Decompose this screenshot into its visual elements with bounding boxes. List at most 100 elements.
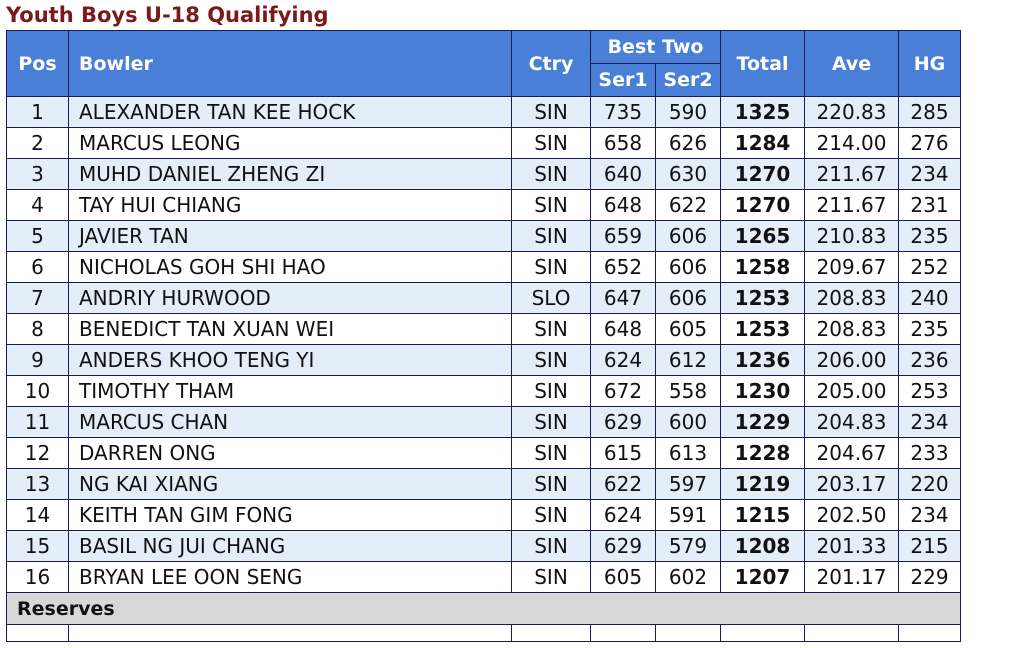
high-game-cell: 215	[898, 530, 962, 562]
table-row: 2 MARCUS LEONG SIN 658 626 1284 214.00 276	[6, 127, 962, 159]
table-row: 11 MARCUS CHAN SIN 629 600 1229 204.83 234	[6, 406, 962, 438]
ser1-cell: 735	[590, 96, 656, 128]
header-ctry: Ctry	[511, 30, 591, 97]
country-cell: SIN	[511, 313, 591, 345]
bowler-cell: MUHD DANIEL ZHENG ZI	[68, 158, 512, 190]
ser1-cell: 624	[590, 344, 656, 376]
bowler-cell: BASIL NG JUI CHANG	[68, 530, 512, 562]
total-cell: 1284	[720, 127, 806, 159]
ser1-cell: 622	[590, 468, 656, 500]
ser2-cell: 591	[654, 499, 722, 531]
header-pos: Pos	[6, 30, 69, 97]
average-cell: 211.67	[804, 158, 900, 190]
header-bowler: Bowler	[68, 30, 512, 97]
total-cell: 1230	[720, 375, 806, 407]
average-cell: 204.67	[804, 437, 900, 469]
pos-cell: 11	[6, 406, 69, 438]
high-game-cell: 276	[898, 127, 962, 159]
empty-cell	[720, 624, 806, 642]
country-cell: SIN	[511, 127, 591, 159]
ser1-cell: 640	[590, 158, 656, 190]
empty-cell	[511, 624, 591, 642]
average-cell: 205.00	[804, 375, 900, 407]
table-row: 7 ANDRIY HURWOOD SLO 647 606 1253 208.83 240	[6, 282, 962, 314]
high-game-cell: 236	[898, 344, 962, 376]
bowler-cell: ANDERS KHOO TENG YI	[68, 344, 512, 376]
bowler-cell: JAVIER TAN	[68, 220, 512, 252]
table-row: 13 NG KAI XIANG SIN 622 597 1219 203.17 220	[6, 468, 962, 500]
table-row: 9 ANDERS KHOO TENG YI SIN 624 612 1236 206.00 2…	[6, 344, 962, 376]
high-game-cell: 234	[898, 158, 962, 190]
high-game-cell: 252	[898, 251, 962, 283]
ser2-cell: 600	[654, 406, 722, 438]
average-cell: 203.17	[804, 468, 900, 500]
total-cell: 1236	[720, 344, 806, 376]
total-cell: 1229	[720, 406, 806, 438]
high-game-cell: 285	[898, 96, 962, 128]
average-cell: 202.50	[804, 499, 900, 531]
bowler-cell: MARCUS CHAN	[68, 406, 512, 438]
header-ave: Ave	[804, 30, 900, 97]
average-cell: 201.33	[804, 530, 900, 562]
total-cell: 1258	[720, 251, 806, 283]
table-row: 16 BRYAN LEE OON SENG SIN 605 602 1207 201.17 2…	[6, 561, 962, 593]
average-cell: 201.17	[804, 561, 900, 593]
average-cell: 209.67	[804, 251, 900, 283]
high-game-cell: 234	[898, 499, 962, 531]
header-ser1: Ser1	[590, 63, 656, 97]
pos-cell: 16	[6, 561, 69, 593]
pos-cell: 8	[6, 313, 69, 345]
high-game-cell: 220	[898, 468, 962, 500]
ser1-cell: 647	[590, 282, 656, 314]
average-cell: 211.67	[804, 189, 900, 221]
country-cell: SIN	[511, 375, 591, 407]
results-table: Pos Bowler Ctry Best Two Total Ave HG Se…	[5, 30, 962, 642]
total-cell: 1208	[720, 530, 806, 562]
table-row: 8 BENEDICT TAN XUAN WEI SIN 648 605 1253 208.8…	[6, 313, 962, 345]
reserves-empty-row	[6, 624, 962, 642]
total-cell: 1270	[720, 189, 806, 221]
pos-cell: 3	[6, 158, 69, 190]
table-row: 10 TIMOTHY THAM SIN 672 558 1230 205.00 253	[6, 375, 962, 407]
country-cell: SIN	[511, 468, 591, 500]
header-ser2: Ser2	[654, 63, 722, 97]
header-row: Pos Bowler Ctry Best Two Total Ave HG	[6, 30, 962, 97]
average-cell: 208.83	[804, 313, 900, 345]
country-cell: SIN	[511, 530, 591, 562]
ser1-cell: 605	[590, 561, 656, 593]
pos-cell: 7	[6, 282, 69, 314]
country-cell: SIN	[511, 220, 591, 252]
pos-cell: 12	[6, 437, 69, 469]
average-cell: 220.83	[804, 96, 900, 128]
ser2-cell: 630	[654, 158, 722, 190]
ser1-cell: 658	[590, 127, 656, 159]
average-cell: 204.83	[804, 406, 900, 438]
high-game-cell: 235	[898, 313, 962, 345]
empty-cell	[68, 624, 512, 642]
ser2-cell: 606	[654, 251, 722, 283]
reserves-row: Reserves	[5, 592, 962, 625]
high-game-cell: 231	[898, 189, 962, 221]
ser2-cell: 597	[654, 468, 722, 500]
ser1-cell: 624	[590, 499, 656, 531]
ser2-cell: 605	[654, 313, 722, 345]
total-cell: 1265	[720, 220, 806, 252]
ser2-cell: 602	[654, 561, 722, 593]
total-cell: 1253	[720, 282, 806, 314]
pos-cell: 14	[6, 499, 69, 531]
country-cell: SIN	[511, 189, 591, 221]
total-cell: 1207	[720, 561, 806, 593]
ser2-cell: 558	[654, 375, 722, 407]
total-cell: 1215	[720, 499, 806, 531]
high-game-cell: 233	[898, 437, 962, 469]
ser2-cell: 613	[654, 437, 722, 469]
bowler-cell: TIMOTHY THAM	[68, 375, 512, 407]
total-cell: 1219	[720, 468, 806, 500]
table-row: 1 ALEXANDER TAN KEE HOCK SIN 735 590 1325 220.…	[6, 96, 962, 128]
ser2-cell: 590	[654, 96, 722, 128]
results-body: 1 ALEXANDER TAN KEE HOCK SIN 735 590 1325 220.…	[5, 96, 962, 642]
empty-cell	[6, 624, 69, 642]
ser1-cell: 672	[590, 375, 656, 407]
pos-cell: 15	[6, 530, 69, 562]
high-game-cell: 253	[898, 375, 962, 407]
